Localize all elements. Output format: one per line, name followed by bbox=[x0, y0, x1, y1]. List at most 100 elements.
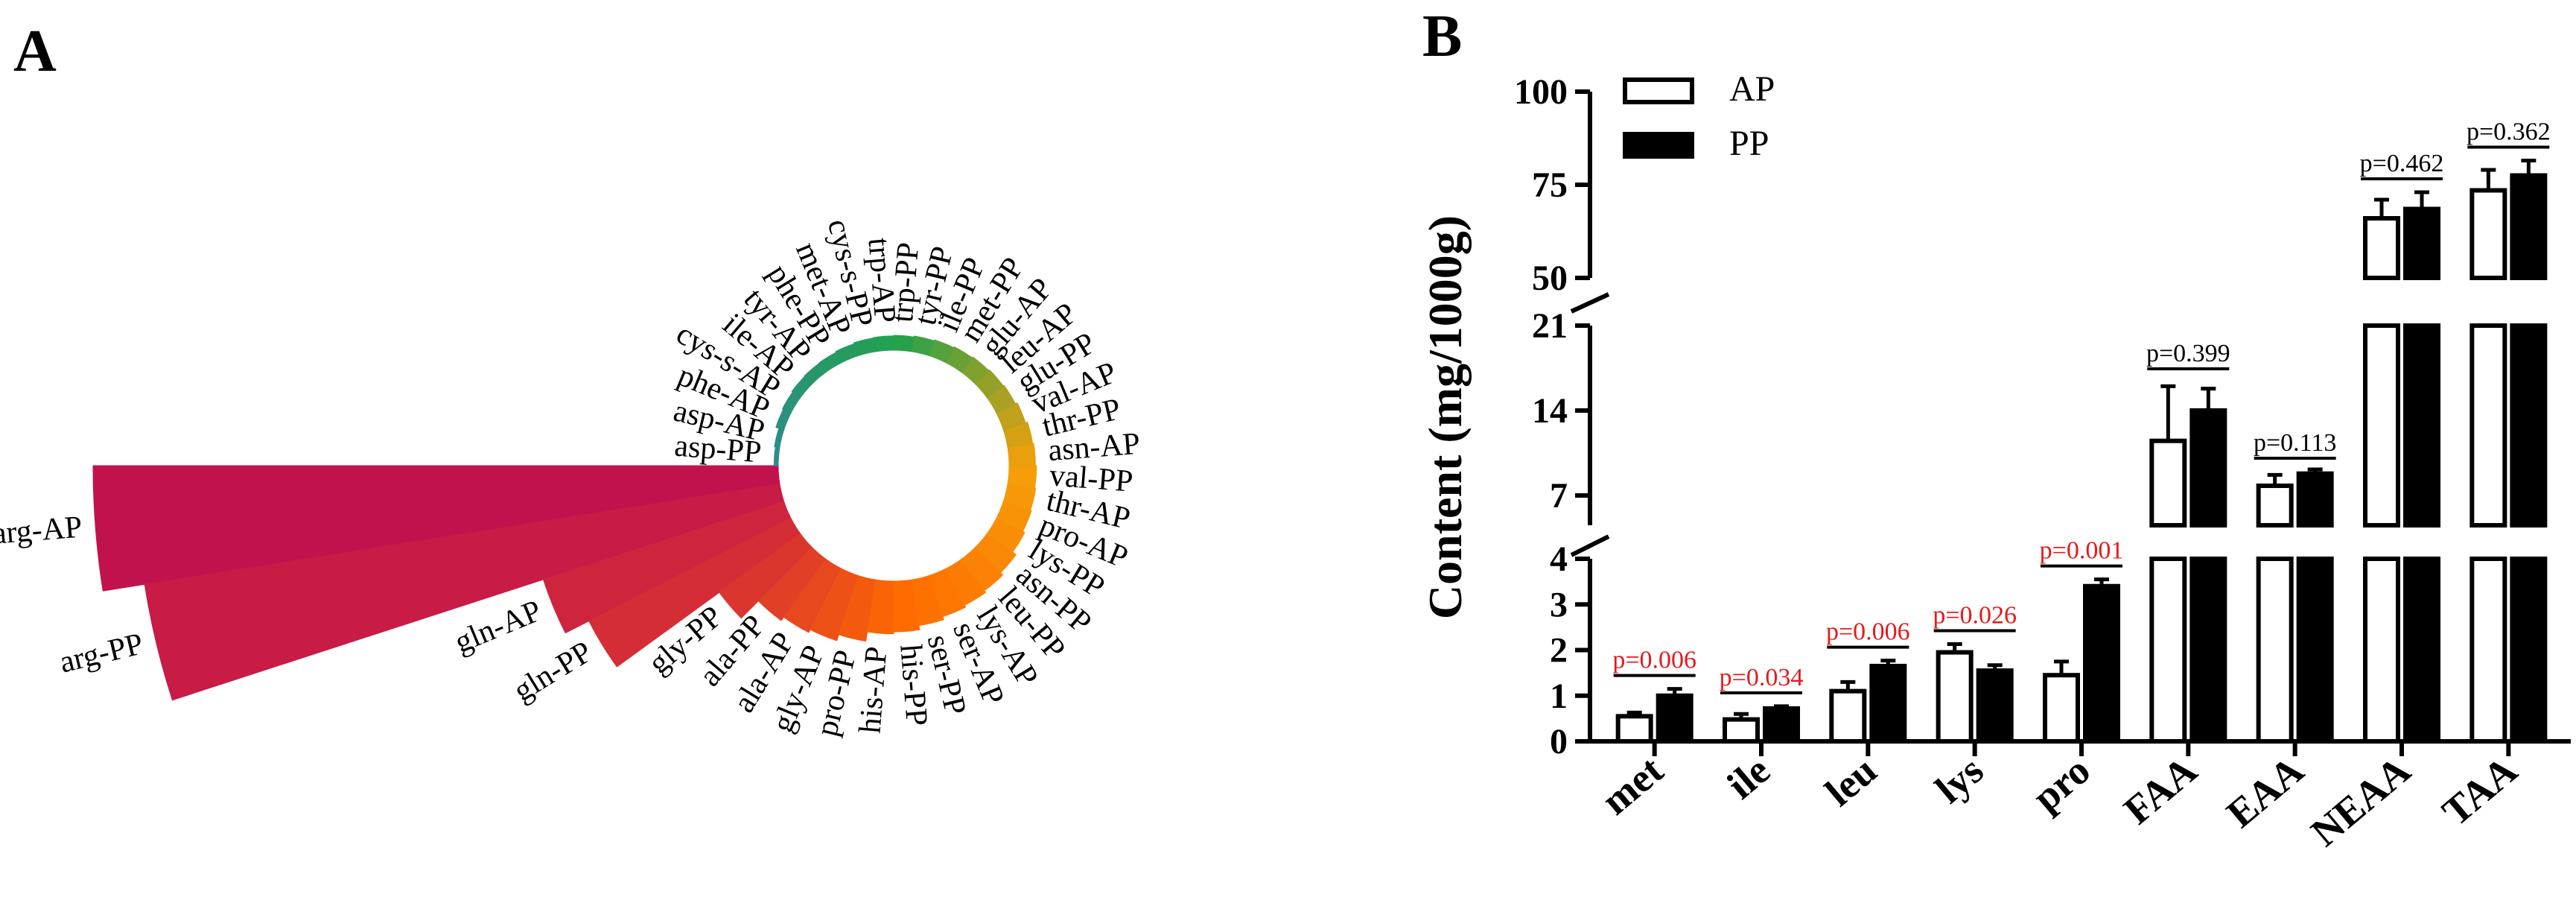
circular-bar bbox=[986, 517, 1025, 553]
ap-bar bbox=[1723, 717, 1760, 744]
axis-break-mark bbox=[1570, 292, 1610, 314]
circular-bar bbox=[911, 574, 944, 627]
p-value-label: p=0.462 bbox=[2360, 150, 2444, 177]
x-tick-label: FAA bbox=[2116, 747, 2206, 833]
y-tick-label: 50 bbox=[1532, 259, 1568, 298]
panel-a-label: A bbox=[13, 19, 57, 84]
circular-bar bbox=[810, 568, 859, 642]
ap-bar bbox=[2470, 188, 2507, 280]
pp-bar bbox=[1869, 663, 1907, 744]
circular-bar bbox=[1002, 421, 1034, 449]
y-tick-label: 7 bbox=[1550, 476, 1568, 516]
circular-bar bbox=[838, 574, 877, 642]
x-tick-label: TAA bbox=[2434, 747, 2525, 834]
pp-bar bbox=[2403, 557, 2440, 744]
circular-bar bbox=[929, 568, 967, 618]
p-value-label: p=0.006 bbox=[1826, 618, 1910, 646]
circular-bar bbox=[974, 533, 1017, 574]
circular-bar bbox=[773, 446, 780, 466]
x-tick-label: pro bbox=[2024, 747, 2099, 820]
pp-bar bbox=[2403, 206, 2440, 280]
ap-bar bbox=[1615, 714, 1653, 744]
circular-bar bbox=[542, 501, 792, 634]
ap-bar bbox=[2363, 557, 2400, 744]
circular-bar bbox=[804, 362, 827, 385]
x-tick-label: leu bbox=[1817, 747, 1885, 814]
circular-bar bbox=[588, 517, 801, 668]
circular-bar-label: arg-PP bbox=[57, 627, 147, 680]
circular-bar bbox=[945, 346, 973, 373]
circular-bar-label: asn-AP bbox=[1047, 427, 1142, 469]
circular-bar bbox=[873, 335, 894, 352]
circular-bar-label: arg-AP bbox=[0, 510, 83, 551]
p-value-label: p=0.034 bbox=[1720, 664, 1804, 691]
pp-bar bbox=[2083, 583, 2120, 744]
panel-b-label: B bbox=[1422, 4, 1462, 69]
ap-bar bbox=[2470, 323, 2507, 528]
x-tick-label: EAA bbox=[2218, 747, 2312, 836]
y-tick-label: 1 bbox=[1550, 677, 1568, 716]
circular-bar bbox=[853, 338, 877, 357]
circular-bar-label: trp-PP bbox=[885, 241, 926, 324]
pp-bar bbox=[1763, 706, 1800, 744]
y-tick-label: 75 bbox=[1532, 165, 1568, 205]
y-tick-label: 2 bbox=[1550, 631, 1568, 671]
pp-bar bbox=[1656, 693, 1694, 744]
ap-bar bbox=[2043, 673, 2080, 744]
x-tick-label: met bbox=[1593, 747, 1671, 823]
circular-bar bbox=[986, 384, 1017, 414]
circular-bar bbox=[893, 335, 915, 352]
legend-label-ap: AP bbox=[1729, 69, 1775, 109]
circular-bar-label: his-AP bbox=[853, 645, 894, 735]
x-tick-label: lys bbox=[1927, 747, 1992, 811]
pp-bar bbox=[1976, 668, 2014, 744]
circular-bar-label: gln-PP bbox=[508, 635, 599, 709]
ap-bar bbox=[2149, 438, 2187, 528]
circular-bar bbox=[757, 546, 827, 621]
ap-bar bbox=[1829, 688, 1867, 744]
axis-break-mark bbox=[1570, 534, 1610, 557]
circular-bar bbox=[867, 579, 894, 635]
circular-bar bbox=[961, 546, 1004, 592]
circular-bar bbox=[781, 391, 801, 414]
pp-bar bbox=[2510, 557, 2548, 744]
y-tick-label: 21 bbox=[1532, 306, 1568, 346]
circular-bar bbox=[996, 501, 1032, 533]
p-value-label: p=0.399 bbox=[2146, 340, 2230, 367]
pp-bar bbox=[2296, 557, 2334, 744]
y-tick-label: 3 bbox=[1550, 585, 1568, 624]
circular-bar bbox=[911, 335, 935, 357]
circular-bar bbox=[835, 343, 859, 364]
circular-bar bbox=[775, 408, 792, 431]
ap-bar bbox=[2363, 216, 2400, 280]
ap-bar bbox=[2256, 557, 2294, 744]
circular-bar bbox=[144, 483, 785, 701]
circular-bar-label: val-PP bbox=[1049, 458, 1134, 499]
pp-bar bbox=[2189, 557, 2227, 744]
x-tick-label: NEAA bbox=[2303, 747, 2419, 855]
y-tick-label: 0 bbox=[1550, 722, 1568, 761]
circular-bar bbox=[1007, 443, 1036, 466]
legend-swatch-pp bbox=[1623, 132, 1694, 159]
ap-bar bbox=[2363, 323, 2400, 528]
circular-bar bbox=[961, 356, 990, 385]
circular-bar bbox=[818, 352, 842, 373]
circular-bar bbox=[996, 402, 1026, 431]
p-value-label: p=0.113 bbox=[2254, 429, 2336, 457]
x-tick-label: ile bbox=[1719, 747, 1778, 808]
circular-bar bbox=[783, 558, 842, 633]
ap-bar bbox=[2470, 557, 2507, 744]
legend-label-pp: PP bbox=[1729, 124, 1769, 163]
circular-bar-label: trp-AP bbox=[861, 236, 902, 324]
p-value-label: p=0.362 bbox=[2467, 118, 2551, 146]
circular-bar bbox=[92, 465, 780, 592]
circular-bar bbox=[774, 428, 785, 449]
legend-swatch-ap bbox=[1623, 77, 1694, 104]
y-axis-label: Content (mg/1000g) bbox=[1419, 215, 1472, 619]
ap-bar bbox=[2256, 483, 2294, 528]
p-value-label: p=0.026 bbox=[1933, 602, 2017, 630]
circular-bar bbox=[791, 376, 813, 399]
pp-bar bbox=[2403, 323, 2440, 528]
